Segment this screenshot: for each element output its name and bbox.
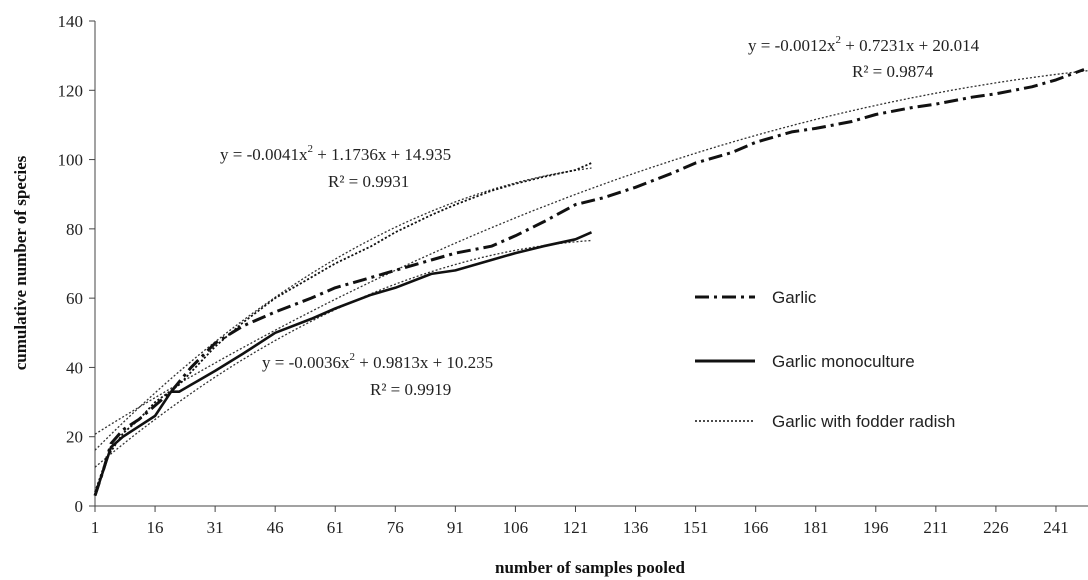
equation-text: y = -0.0041x2 + 1.1736x + 14.935 [220, 143, 451, 164]
x-axis-title: number of samples pooled [495, 558, 686, 577]
legend-item-garlic-fodder-radish: Garlic with fodder radish [695, 412, 955, 431]
y-tick-label: 100 [58, 151, 84, 170]
y-ticks: 0 20 40 60 80 100 120 140 [58, 12, 95, 516]
x-tick-label: 46 [267, 518, 284, 537]
legend-label: Garlic with fodder radish [772, 412, 955, 431]
x-tick-label: 61 [327, 518, 344, 537]
legend-item-garlic-monoculture: Garlic monoculture [695, 352, 915, 371]
y-tick-label: 140 [58, 12, 84, 31]
x-tick-label: 106 [503, 518, 529, 537]
x-tick-label: 31 [207, 518, 224, 537]
y-tick-label: 80 [66, 220, 83, 239]
trendline-2 [94, 70, 1088, 435]
x-tick-label: 16 [147, 518, 164, 537]
x-tick-label: 211 [923, 518, 948, 537]
series-line-garlic [93, 68, 1085, 497]
trend-equation-monoculture: y = -0.0036x2 + 0.9813x + 10.235 R² = 0.… [262, 351, 493, 399]
x-tick-label: 1 [91, 518, 100, 537]
x-tick-label: 241 [1043, 518, 1069, 537]
r-squared-text: R² = 0.9874 [852, 62, 934, 81]
x-tick-label: 181 [803, 518, 829, 537]
series-line-garlic-monoculture [93, 231, 593, 497]
x-tick-label: 91 [447, 518, 464, 537]
x-tick-label: 166 [743, 518, 769, 537]
trendline-0 [94, 167, 592, 451]
y-tick-label: 120 [58, 81, 84, 100]
legend-label: Garlic monoculture [772, 352, 915, 371]
trendlines [94, 70, 1088, 468]
x-tick-label: 76 [387, 518, 404, 537]
y-tick-label: 40 [66, 358, 83, 377]
y-axis-title: cumulative number of species [11, 155, 30, 370]
trend-equation-radish: y = -0.0041x2 + 1.1736x + 14.935 R² = 0.… [220, 143, 451, 191]
x-tick-label: 226 [983, 518, 1009, 537]
legend-label: Garlic [772, 288, 817, 307]
r-squared-text: R² = 0.9931 [328, 172, 409, 191]
legend-item-garlic: Garlic [695, 288, 817, 307]
legend: Garlic Garlic monoculture Garlic with fo… [695, 288, 955, 431]
equation-text: y = -0.0036x2 + 0.9813x + 10.235 [262, 351, 493, 372]
equation-text: y = -0.0012x2 + 0.7231x + 20.014 [748, 34, 980, 55]
series-lines [93, 68, 1085, 497]
x-tick-label: 151 [683, 518, 709, 537]
x-ticks: 1 16 31 46 61 76 91 106 121 136 151 166 181 196 211 226… [91, 506, 1069, 537]
y-tick-label: 20 [66, 428, 83, 447]
y-tick-label: 0 [75, 497, 84, 516]
x-tick-label: 136 [623, 518, 649, 537]
series-line-garlic-with-fodder-radish [94, 162, 592, 493]
x-tick-label: 121 [563, 518, 589, 537]
r-squared-text: R² = 0.9919 [370, 380, 451, 399]
x-tick-label: 196 [863, 518, 889, 537]
trend-equation-garlic: y = -0.0012x2 + 0.7231x + 20.014 R² = 0.… [748, 34, 980, 81]
y-tick-label: 60 [66, 289, 83, 308]
